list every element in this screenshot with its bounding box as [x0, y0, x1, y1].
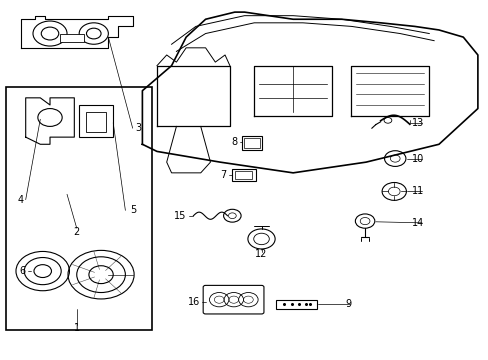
Text: 11: 11: [411, 186, 424, 197]
Text: 8: 8: [231, 138, 237, 148]
Text: 7: 7: [219, 170, 225, 180]
Bar: [60, 33, 84, 42]
Text: 3: 3: [135, 123, 141, 133]
Bar: [6, 87, 152, 330]
Bar: [79, 105, 113, 137]
Text: 5: 5: [130, 205, 136, 215]
Text: 1: 1: [74, 323, 80, 333]
Text: 12: 12: [255, 249, 267, 259]
Text: 9: 9: [345, 299, 351, 309]
Bar: [242, 136, 262, 150]
Bar: [232, 169, 255, 181]
Text: 2: 2: [74, 227, 80, 237]
Bar: [276, 300, 317, 309]
Text: 13: 13: [411, 118, 424, 128]
Bar: [86, 112, 106, 132]
Bar: [244, 138, 260, 148]
Text: 16: 16: [187, 297, 200, 307]
Text: 6: 6: [20, 266, 26, 276]
Text: 14: 14: [411, 218, 424, 228]
Text: 10: 10: [411, 154, 424, 163]
Text: 4: 4: [17, 195, 23, 204]
Text: 15: 15: [173, 211, 186, 221]
Bar: [234, 171, 252, 179]
FancyBboxPatch shape: [203, 285, 264, 314]
